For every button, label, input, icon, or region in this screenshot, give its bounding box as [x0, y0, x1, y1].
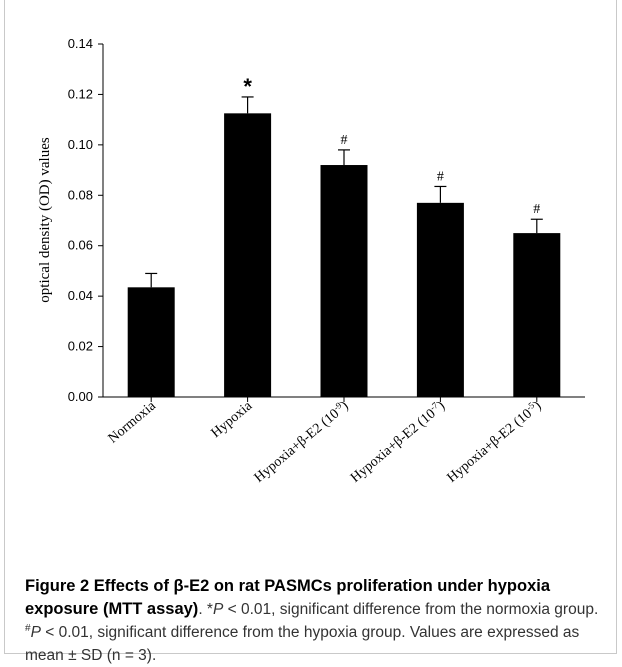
bar — [416, 202, 464, 397]
category-label: Hypoxia+β-E2 (10-5) — [443, 397, 544, 486]
bar-chart: 0.00 0.02 0.04 0.06 0.08 0.10 0.12 0.14 * # # # No… — [37, 36, 585, 486]
y-tick-label: 0.12 — [68, 86, 93, 101]
caption-p-symbol-1: P — [212, 601, 224, 618]
y-tick-label: 0.10 — [68, 137, 93, 152]
bars: * # # # — [127, 74, 561, 397]
significance-star: * — [243, 74, 252, 99]
bar — [224, 113, 272, 397]
figure-frame: 0.00 0.02 0.04 0.06 0.08 0.10 0.12 0.14 * # # # No… — [4, 0, 617, 664]
category-label: Hypoxia — [209, 398, 256, 441]
caption-p-symbol-2: P — [30, 624, 41, 641]
bar — [513, 233, 561, 397]
category-label: Normoxia — [106, 398, 160, 446]
y-tick-label: 0.00 — [68, 389, 93, 404]
caption-p1-prefix: . * — [198, 601, 213, 618]
category-label: Hypoxia+β-E2 (10-9) — [250, 397, 351, 486]
caption-title: Figure 2 Effects of β-E2 on rat PASMCs p… — [25, 577, 551, 618]
y-tick-label: 0.04 — [68, 288, 93, 303]
figure-caption: Figure 2 Effects of β-E2 on rat PASMCs p… — [25, 575, 610, 667]
category-label-base: Hypoxia+β-E2 (10 — [252, 406, 343, 485]
category-label-base: Hypoxia+β-E2 (10 — [348, 406, 439, 485]
caption-p1-text: < 0.01, significant difference from the … — [223, 601, 599, 618]
category-label-base: Normoxia — [106, 398, 160, 446]
y-ticks: 0.00 0.02 0.04 0.06 0.08 0.10 0.12 0.14 — [68, 36, 103, 404]
caption-p2-text: < 0.01, significant difference from the … — [25, 624, 580, 664]
y-tick-label: 0.08 — [68, 187, 93, 202]
caption-hash-sup: # — [25, 622, 31, 634]
category-label: Hypoxia+β-E2 (10-7) — [347, 397, 448, 486]
category-label-base: Hypoxia+β-E2 (10 — [445, 406, 536, 485]
category-label-base: Hypoxia — [209, 398, 256, 441]
bar — [127, 287, 175, 397]
significance-hash: # — [437, 169, 444, 184]
y-tick-label: 0.02 — [68, 339, 93, 354]
y-axis-label: optical density (OD) values — [37, 137, 53, 303]
significance-hash: # — [341, 133, 348, 148]
y-tick-label: 0.14 — [68, 36, 93, 51]
y-tick-label: 0.06 — [68, 238, 93, 253]
significance-hash: # — [533, 202, 540, 217]
bar — [320, 165, 368, 397]
